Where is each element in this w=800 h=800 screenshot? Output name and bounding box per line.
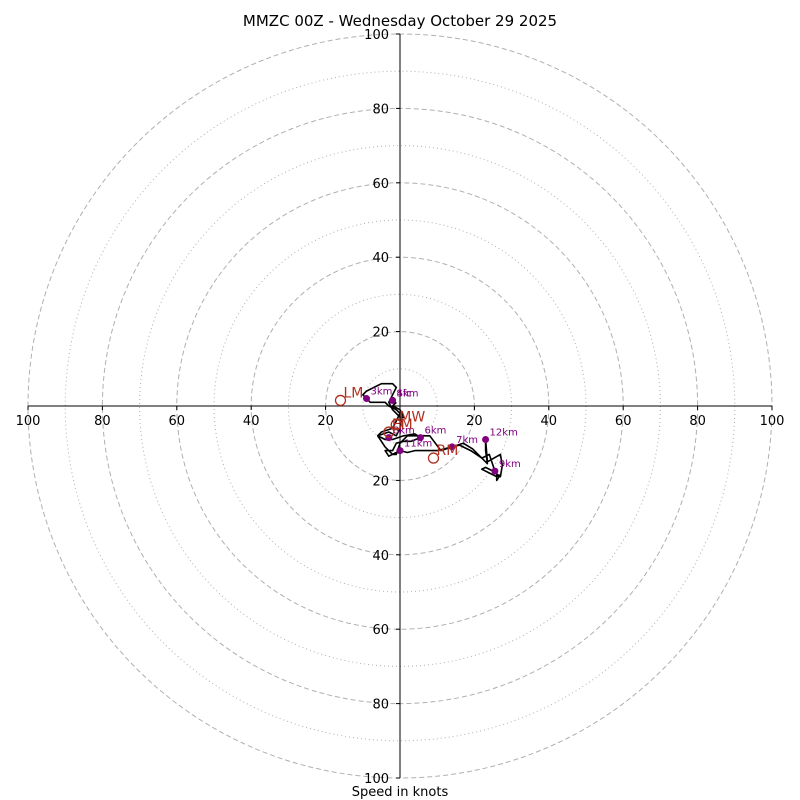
motion-label-lm: LM <box>343 385 363 401</box>
y-tick-label: 60 <box>372 177 389 192</box>
y-tick-label: 100 <box>364 28 389 43</box>
x-tick-label: 40 <box>541 414 558 429</box>
y-tick-label: 60 <box>372 623 389 638</box>
y-tick-label: 100 <box>364 772 389 787</box>
tick-labels: 100 100 80 80 60 60 40 40 20 20 20 20 40 40 60 60 80 80 10… <box>16 28 785 787</box>
x-tick-label: 20 <box>317 414 334 429</box>
motion-marker-mw <box>390 418 402 431</box>
height-label-9km: 9km <box>499 459 521 470</box>
height-markers: Sfc 3km 4km 6km 7km 8km 9km 11km 12km <box>363 387 521 475</box>
axes <box>28 34 772 778</box>
x-tick-label: 60 <box>615 414 632 429</box>
x-tick-label: 60 <box>169 414 186 429</box>
height-marker-9km <box>491 467 499 475</box>
height-marker-12km <box>482 435 490 443</box>
x-tick-label: 100 <box>760 414 785 429</box>
y-tick-label: 80 <box>372 698 389 713</box>
x-tick-label: 100 <box>16 414 41 429</box>
height-label-3km: 3km <box>371 387 393 398</box>
height-marker-6km <box>416 434 424 442</box>
height-label-8km: 8km <box>393 426 415 437</box>
height-marker-7km <box>448 443 456 451</box>
x-tick-label: 80 <box>94 414 111 429</box>
height-label-12km: 12km <box>490 427 518 438</box>
motion-marker-lm <box>334 394 347 407</box>
height-label-4km: 4km <box>397 388 419 399</box>
y-tick-label: 20 <box>372 474 389 489</box>
height-label-6km: 6km <box>424 426 446 437</box>
height-marker-3km <box>363 395 371 403</box>
x-tick-label: 20 <box>466 414 483 429</box>
motion-label-em: EM <box>392 417 413 433</box>
x-tick-label: 40 <box>243 414 260 429</box>
y-tick-label: 40 <box>372 251 389 266</box>
y-tick-label: 20 <box>372 326 389 341</box>
y-tick-label: 40 <box>372 549 389 564</box>
height-marker-4km <box>389 396 397 404</box>
height-label-7km: 7km <box>456 435 478 446</box>
motion-label-mw: MW <box>399 410 425 426</box>
height-label-11km: 11km <box>404 439 432 450</box>
motion-marker-em <box>383 426 395 438</box>
x-axis-label: Speed in knots <box>352 785 449 800</box>
height-label-sfc: Sfc <box>397 388 412 399</box>
y-tick-label: 80 <box>372 102 389 117</box>
motion-marker-rm <box>427 452 440 464</box>
motion-label-rm: RM <box>436 443 458 459</box>
height-marker-11km <box>396 447 404 455</box>
x-tick-label: 80 <box>689 414 706 429</box>
chart-title: MMZC 00Z - Wednesday October 29 2025 <box>243 12 557 30</box>
